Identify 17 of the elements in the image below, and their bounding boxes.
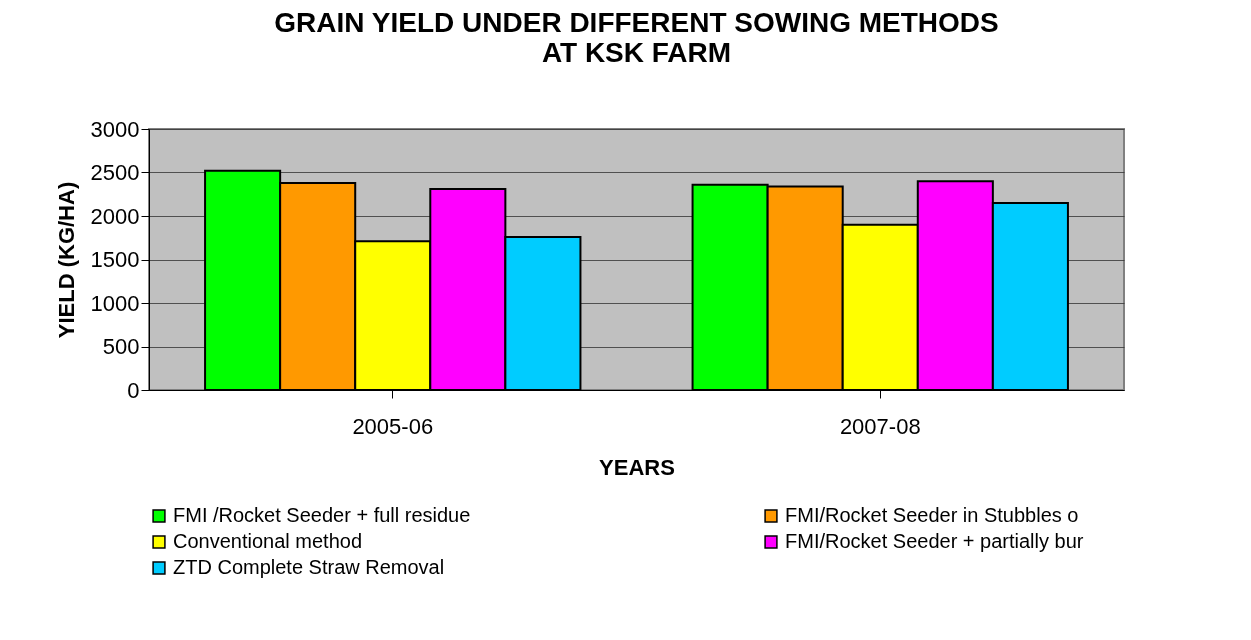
y-tick-label: 3000 (90, 116, 140, 142)
y-tick-label: 2000 (90, 203, 140, 229)
y-tick-label: 500 (102, 334, 140, 359)
x-tick-label: 2007-08 (839, 413, 921, 439)
x-tick-label: 2005-06 (352, 413, 434, 439)
legend-label: FMI/Rocket Seeder + partially bur (785, 530, 1084, 552)
chart-title: GRAIN YIELD UNDER DIFFERENT SOWING METHODS AT KSK FARM (274, 7, 999, 68)
x-axis-title: YEARS (599, 454, 675, 480)
legend-label: FMI /Rocket Seeder + full residue (173, 504, 471, 526)
legend-label: Conventional method (173, 530, 363, 552)
legend-label: FMI/Rocket Seeder in Stubbles o (785, 504, 1079, 526)
y-tick-label: 1500 (90, 247, 140, 272)
y-tick-label: 2500 (90, 160, 140, 185)
y-tick-label: 1000 (90, 290, 140, 316)
y-tick-label: 0 (127, 377, 140, 403)
legend-label: ZTD Complete Straw Removal (173, 556, 445, 578)
y-axis-title: YIELD (KG/HA) (53, 181, 79, 339)
